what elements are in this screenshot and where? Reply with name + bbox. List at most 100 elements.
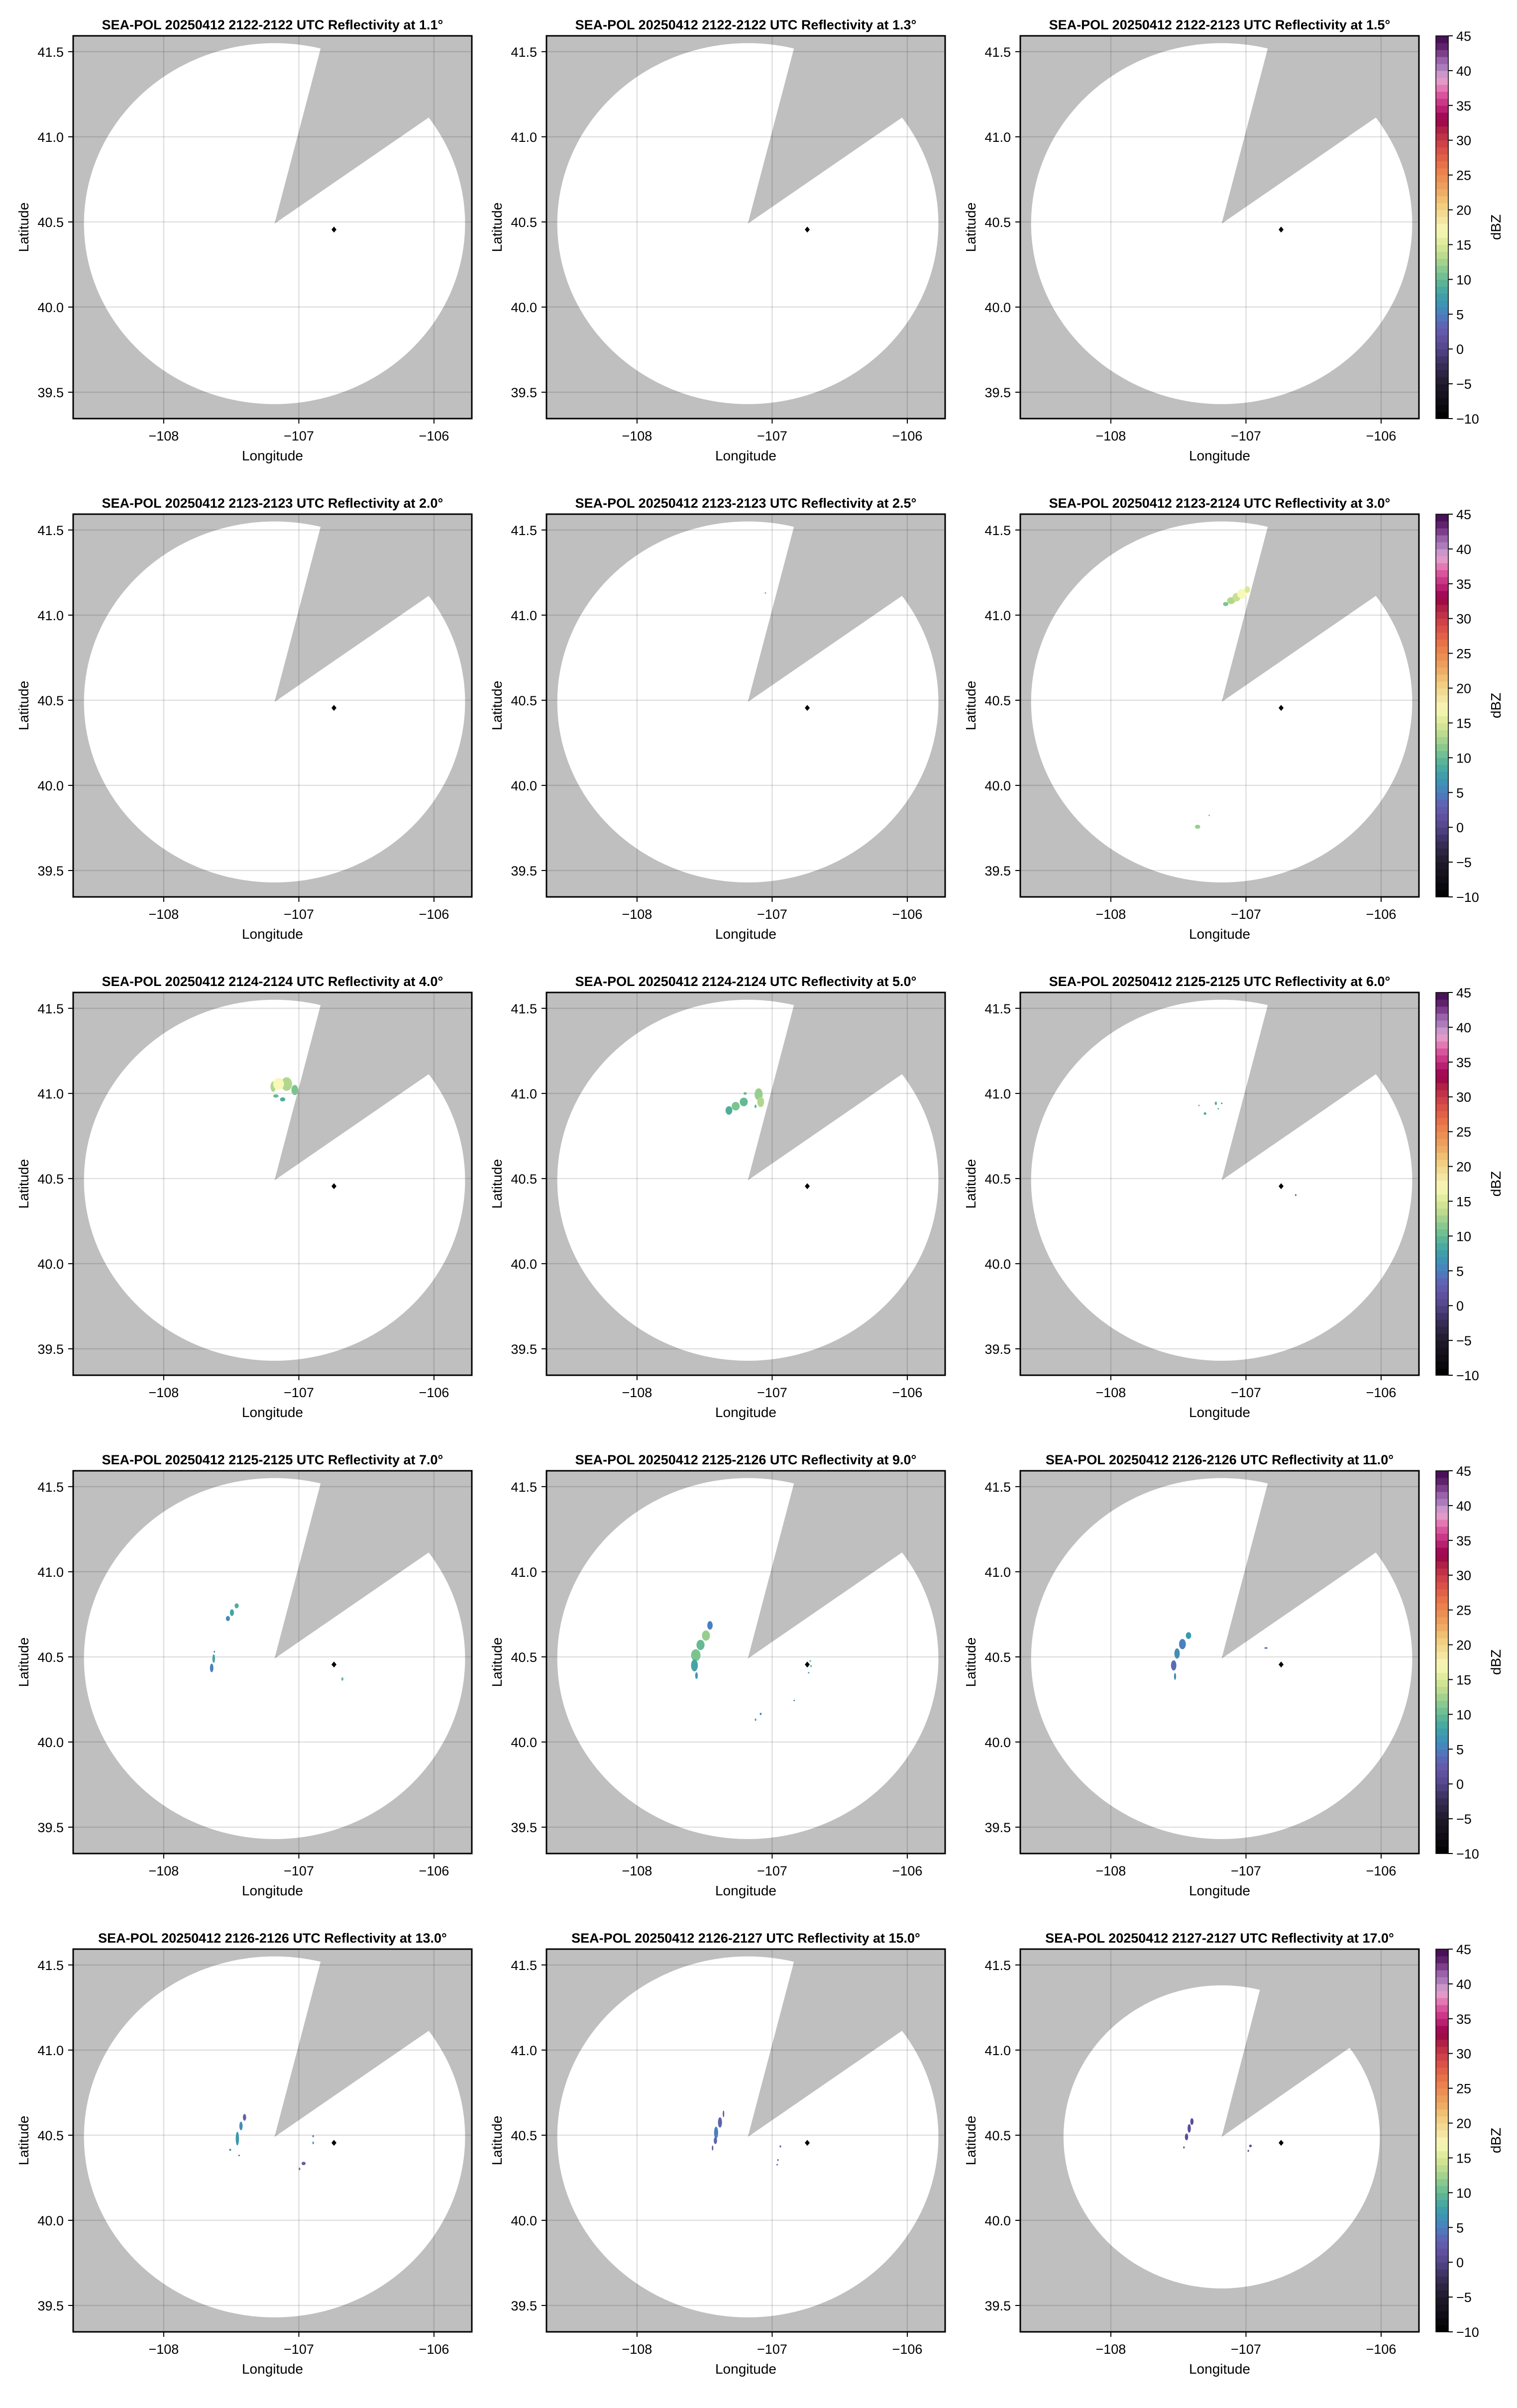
x-tick-label: −108 xyxy=(622,1385,652,1400)
colorbar-band xyxy=(1436,258,1448,266)
colorbar-band xyxy=(1436,307,1448,315)
y-tick-label: 41.0 xyxy=(511,608,537,623)
colorbar-band xyxy=(1436,1533,1448,1541)
colorbar-band xyxy=(1436,597,1448,605)
colorbar-band xyxy=(1436,175,1448,183)
colorbar-band xyxy=(1436,890,1448,897)
panel-title: SEA-POL 20250412 2124-2124 UTC Reflectiv… xyxy=(102,974,443,989)
colorbar-band xyxy=(1436,377,1448,384)
colorbar-band xyxy=(1436,84,1448,92)
y-tick-label: 41.5 xyxy=(984,1958,1011,1973)
colorbar-band xyxy=(1436,1013,1448,1021)
colorbar-band xyxy=(1436,2304,1448,2311)
colorbar-band xyxy=(1436,792,1448,800)
colorbar-band xyxy=(1436,992,1448,1000)
colorbar-band xyxy=(1436,528,1448,536)
echo-cell xyxy=(273,1078,284,1090)
colorbar-band xyxy=(1436,799,1448,807)
axes-frame xyxy=(1019,513,1420,898)
radar-coverage-area xyxy=(557,521,939,882)
echo-cell xyxy=(281,1077,292,1091)
colorbar-tick-label: 35 xyxy=(1456,1055,1471,1070)
x-tick-label: −107 xyxy=(1231,429,1261,443)
echo-cell xyxy=(695,1672,698,1679)
station-marker-icon xyxy=(805,705,810,711)
colorbar-band xyxy=(1436,1976,1448,1984)
y-tick-label: 40.0 xyxy=(37,2213,64,2228)
y-tick-label: 41.0 xyxy=(37,2043,64,2058)
y-tick-label: 40.0 xyxy=(984,1257,1011,1272)
colorbar-band xyxy=(1436,2186,1448,2193)
colorbar-band xyxy=(1436,412,1448,419)
panel-1.5: SEA-POL 20250412 2122-2123 UTC Reflectiv… xyxy=(963,17,1504,463)
colorbar-band xyxy=(1436,1997,1448,2005)
y-tick-label: 41.5 xyxy=(37,1480,64,1495)
x-tick-label: −106 xyxy=(892,2342,923,2357)
y-tick-label: 40.5 xyxy=(984,693,1011,708)
colorbar-band xyxy=(1436,1292,1448,1299)
echo-cell xyxy=(1295,1194,1297,1197)
axes-frame xyxy=(72,1470,473,1855)
panel-title: SEA-POL 20250412 2126-2127 UTC Reflectiv… xyxy=(571,1931,920,1946)
panel-9: SEA-POL 20250412 2125-2126 UTC Reflectiv… xyxy=(489,1452,946,1898)
colorbar-tick-label: 30 xyxy=(1456,1090,1471,1105)
panel-title: SEA-POL 20250412 2122-2123 UTC Reflectiv… xyxy=(1049,17,1391,32)
echo-cell xyxy=(808,1672,810,1674)
y-tick-label: 40.0 xyxy=(984,300,1011,315)
colorbar-band xyxy=(1436,1048,1448,1056)
panel-2.5: SEA-POL 20250412 2123-2123 UTC Reflectiv… xyxy=(489,496,946,942)
colorbar-tick-label: −5 xyxy=(1456,1812,1472,1827)
colorbar-band xyxy=(1436,744,1448,751)
colorbar-band xyxy=(1436,154,1448,162)
y-tick-label: 40.5 xyxy=(37,1650,64,1665)
x-tick-label: −108 xyxy=(622,907,652,922)
x-axis-label: Longitude xyxy=(242,1883,303,1898)
colorbar-band xyxy=(1436,349,1448,356)
station-marker-icon xyxy=(805,2140,810,2146)
colorbar-tick-label: 5 xyxy=(1456,785,1464,800)
colorbar-band xyxy=(1436,1124,1448,1132)
colorbar-band xyxy=(1436,1159,1448,1167)
colorbar-tick-label: 25 xyxy=(1456,2081,1471,2096)
colorbar-band xyxy=(1436,2165,1448,2172)
colorbar-band xyxy=(1436,632,1448,640)
colorbar-tick-label: 0 xyxy=(1456,2255,1464,2270)
colorbar: −10 −5 0 5 10 15 20 25 30 35 40 45 dBZ xyxy=(1435,985,1504,1383)
y-tick-label: 41.0 xyxy=(511,1087,537,1101)
y-tick-label: 40.5 xyxy=(511,2128,537,2143)
axes-frame xyxy=(545,35,946,420)
y-tick-label: 40.0 xyxy=(511,300,537,315)
y-tick-label: 39.5 xyxy=(984,2299,1011,2313)
colorbar-band xyxy=(1436,820,1448,828)
colorbar-band xyxy=(1436,119,1448,127)
colorbar-band xyxy=(1436,2144,1448,2152)
echo-cell xyxy=(1171,1660,1177,1671)
colorbar-band xyxy=(1436,1285,1448,1292)
plot-area xyxy=(1020,36,1419,419)
colorbar-band xyxy=(1436,2039,1448,2047)
echo-cell xyxy=(1203,1112,1206,1115)
colorbar: −10 −5 0 5 10 15 20 25 30 35 40 45 dBZ xyxy=(1435,29,1504,427)
colorbar-band xyxy=(1436,133,1448,141)
colorbar-band xyxy=(1436,618,1448,626)
colorbar-band xyxy=(1436,1589,1448,1597)
colorbar-tick-label: 0 xyxy=(1456,820,1464,835)
colorbar-band xyxy=(1436,1131,1448,1139)
colorbar-band xyxy=(1436,1208,1448,1215)
radar-coverage-area xyxy=(557,43,939,404)
x-axis-label: Longitude xyxy=(242,448,303,463)
colorbar-band xyxy=(1436,1665,1448,1673)
colorbar-tick-label: 15 xyxy=(1456,237,1471,252)
x-axis-label: Longitude xyxy=(715,1883,776,1898)
panel-6: SEA-POL 20250412 2125-2125 UTC Reflectiv… xyxy=(963,974,1504,1420)
colorbar-band xyxy=(1436,646,1448,654)
y-axis-label: Latitude xyxy=(963,2116,978,2166)
colorbar-band xyxy=(1436,370,1448,377)
colorbar-band xyxy=(1436,1714,1448,1722)
echo-cell xyxy=(1247,2150,1249,2152)
colorbar-band xyxy=(1436,314,1448,322)
colorbar-frame xyxy=(1435,992,1449,1376)
colorbar-band xyxy=(1436,251,1448,259)
colorbar-band xyxy=(1436,2206,1448,2214)
x-tick-label: −107 xyxy=(757,429,787,443)
